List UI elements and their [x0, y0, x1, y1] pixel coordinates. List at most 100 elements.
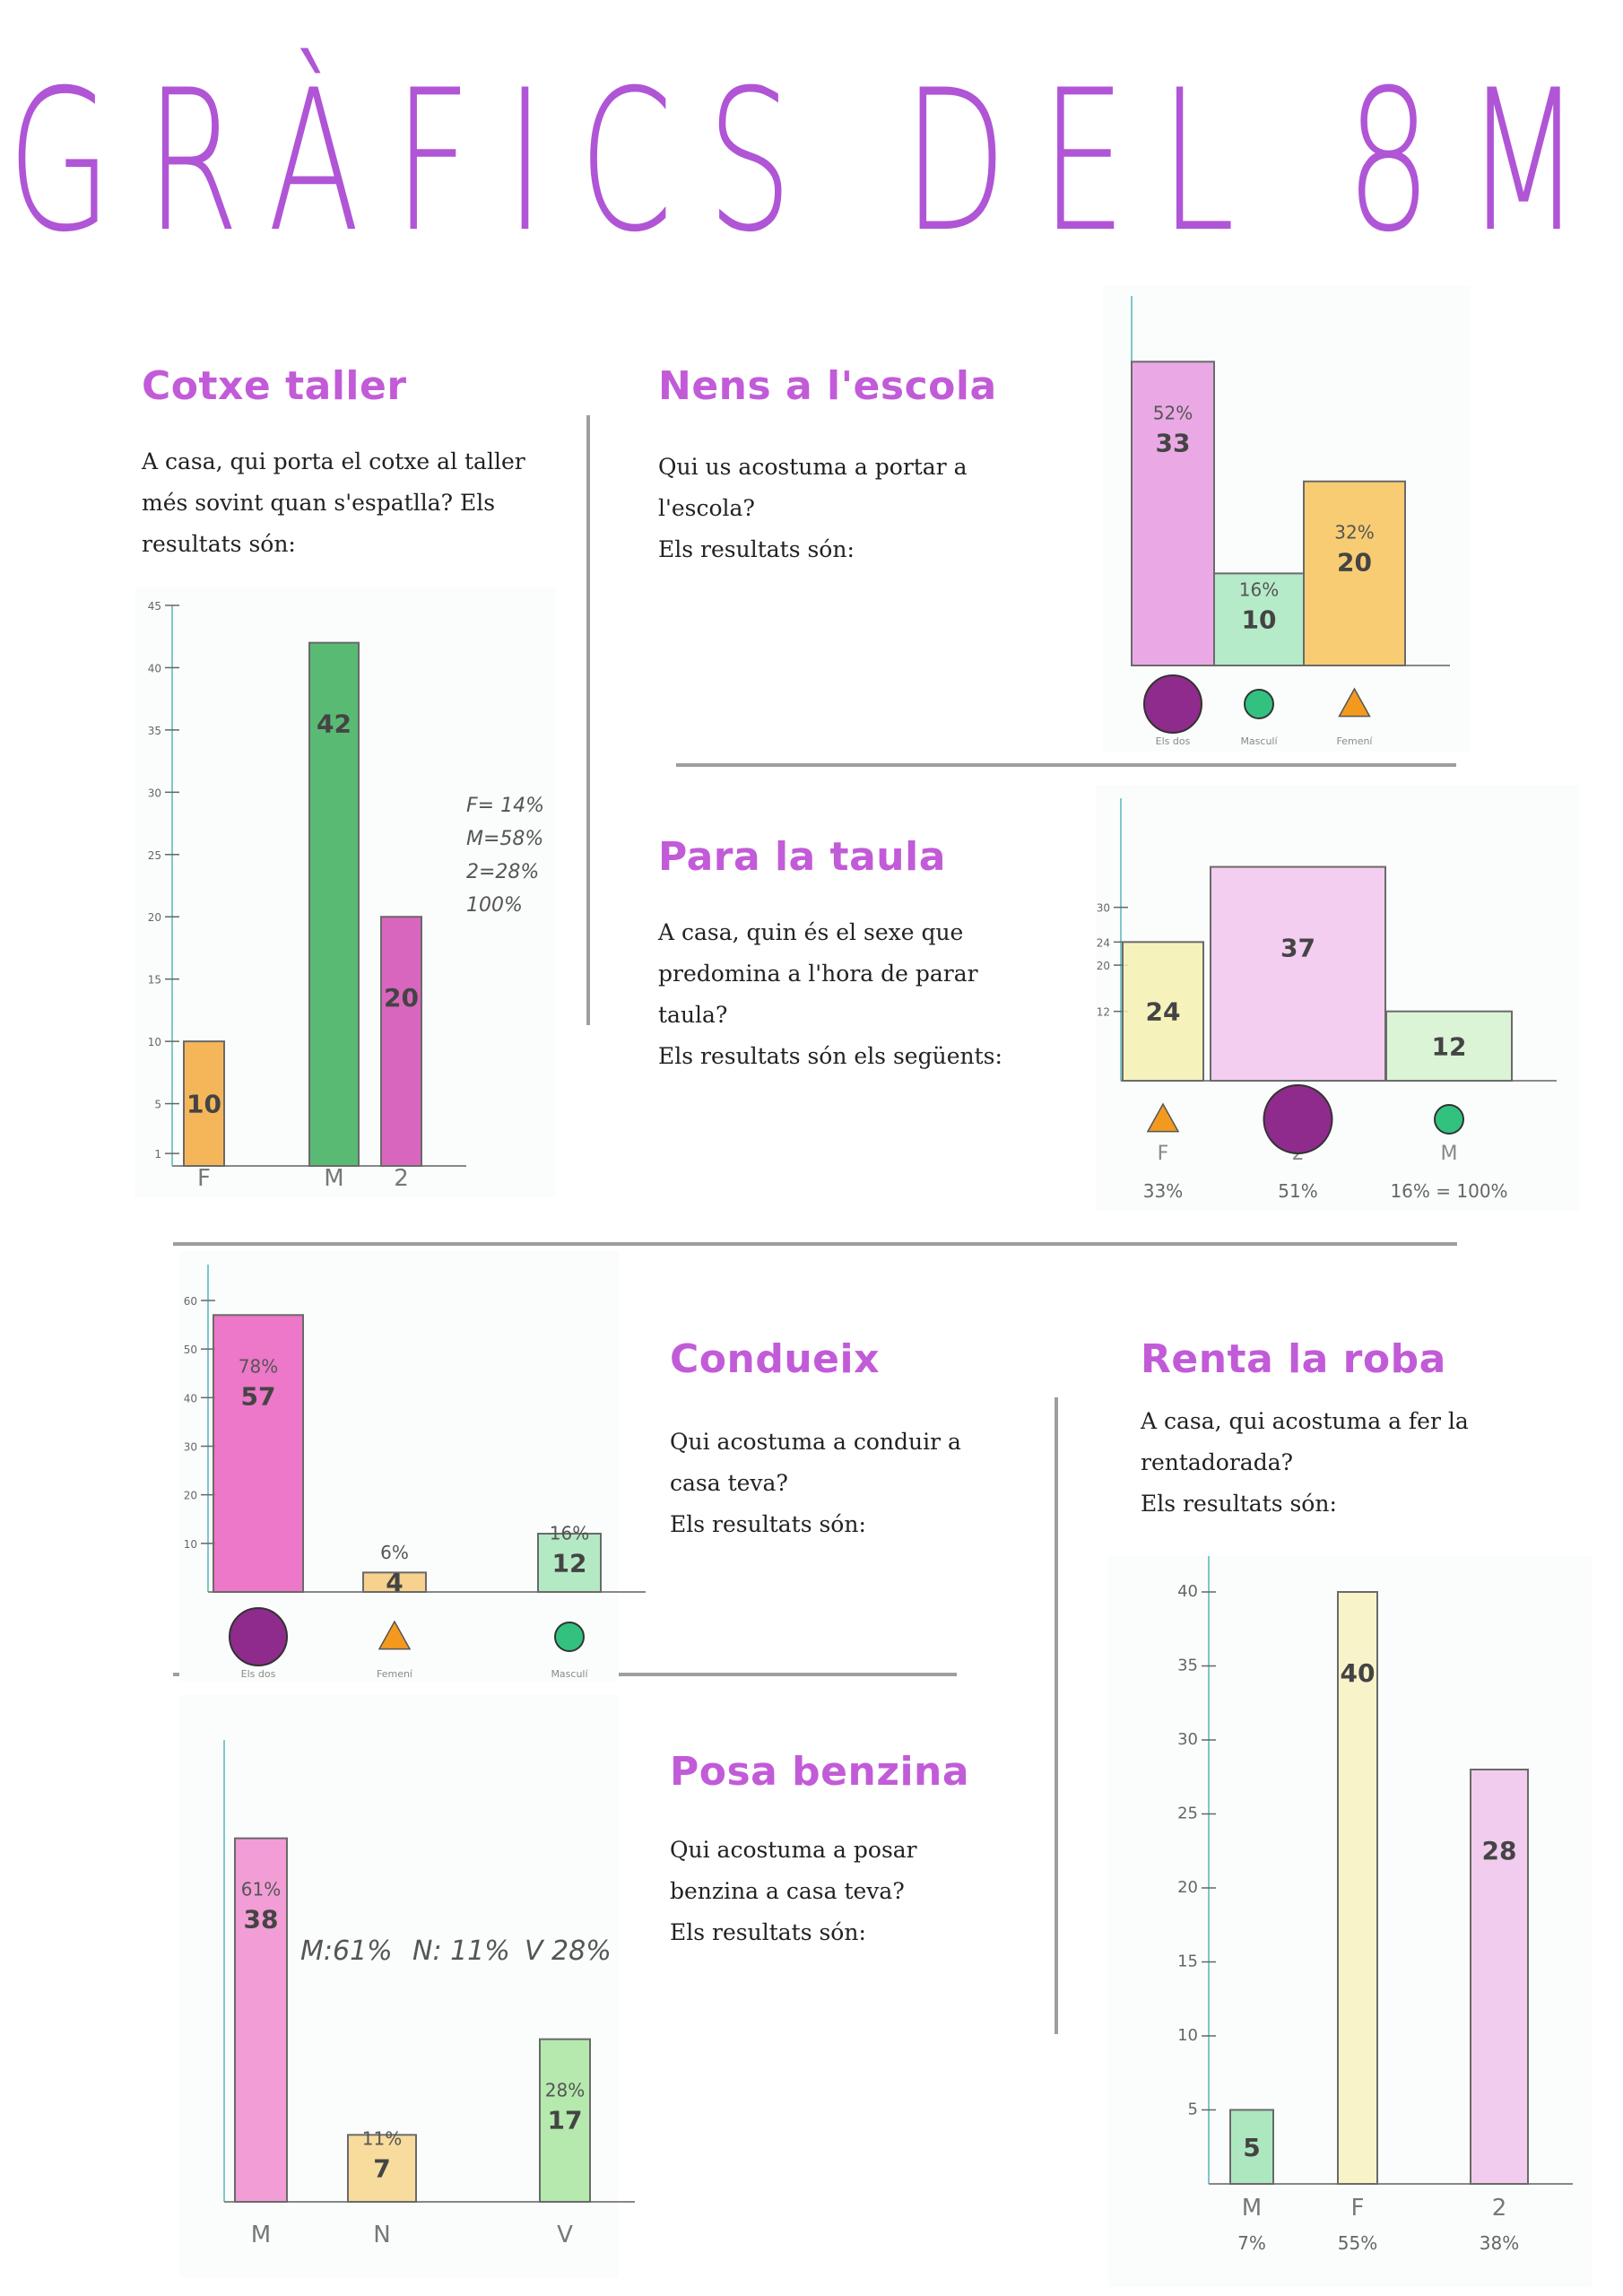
note-benzina: M:61%	[300, 1935, 393, 1967]
value-label-cotxe: 20	[384, 983, 419, 1013]
percent-label-taula: 33%	[1143, 1180, 1183, 1202]
bar-taula-2	[1385, 1010, 1513, 1082]
category-label-cotxe: M	[324, 1165, 343, 1192]
category-label-taula: F	[1158, 1143, 1169, 1165]
y-tick-label-cotxe: 5	[154, 1099, 161, 1111]
value-label-renta: 28	[1482, 1836, 1517, 1866]
section-text: Qui acostuma a posar benzina a casa teva…	[670, 1837, 917, 1945]
section-text: A casa, qui porta el cotxe al taller més…	[142, 448, 525, 557]
percent-label-benzina: 61%	[241, 1879, 281, 1900]
bar-renta-2	[1470, 1769, 1529, 2185]
y-tick-label-cotxe: 15	[148, 974, 161, 987]
value-label-cotxe: 42	[317, 709, 352, 739]
note-benzina: N: 11%	[412, 1935, 510, 1967]
category-label-benzina: N	[373, 2222, 390, 2248]
bar-renta-1	[1337, 1591, 1378, 2185]
y-tick-label-condueix: 30	[184, 1441, 197, 1454]
category-label-condueix: Masculí	[551, 1668, 588, 1680]
value-label-taula: 24	[1146, 997, 1181, 1027]
bar-taula-1	[1210, 865, 1386, 1082]
value-label-nens: 33	[1156, 428, 1191, 457]
bar-renta-0	[1229, 2109, 1274, 2185]
section-text: Qui us acostuma a portar a l'escola? Els…	[658, 454, 968, 562]
value-label-benzina: 7	[373, 2154, 390, 2184]
y-tick-label-renta: 25	[1177, 1805, 1198, 1823]
value-label-renta: 5	[1243, 2133, 1260, 2162]
section-title: Posa benzina	[670, 1749, 970, 1795]
marker-triangle-orange	[1146, 1102, 1180, 1133]
bar-cotxe-0	[183, 1040, 225, 1167]
percent-label-nens: 32%	[1334, 522, 1374, 544]
marker-circle-green	[554, 1622, 585, 1652]
divider-horizontal-top	[676, 763, 1456, 767]
y-tick-label-condueix: 50	[184, 1344, 197, 1356]
percent-label-taula: 51%	[1278, 1180, 1317, 1202]
percent-label-nens: 16%	[1239, 579, 1279, 601]
y-tick-label-cotxe: 30	[148, 787, 161, 799]
category-label-renta: 2	[1492, 2195, 1507, 2222]
section-title: Para la taula	[658, 834, 946, 880]
percent-label-benzina: 28%	[545, 2080, 585, 2101]
value-label-condueix: 12	[552, 1549, 587, 1578]
category-label-nens: Masculí	[1240, 735, 1278, 747]
category-label-benzina: M	[251, 2222, 271, 2248]
marker-circle-green	[1434, 1104, 1464, 1135]
y-tick-label-cotxe: 1	[154, 1148, 161, 1161]
note-benzina: V 28%	[525, 1935, 612, 1967]
y-tick-label-renta: 30	[1177, 1730, 1198, 1749]
y-tick-label-taula: 20	[1097, 960, 1110, 972]
value-label-taula: 37	[1280, 934, 1315, 963]
y-tick-label-renta: 35	[1177, 1657, 1198, 1675]
category-label-nens: Femení	[1336, 735, 1373, 747]
section-title: Cotxe taller	[142, 363, 407, 409]
percent-label-renta: 7%	[1237, 2232, 1266, 2254]
bar-taula-0	[1122, 941, 1204, 1083]
bar-nens-0	[1131, 361, 1215, 666]
marker-triangle-orange	[1338, 687, 1371, 718]
y-tick-label-cotxe: 25	[148, 849, 161, 862]
value-label-renta: 40	[1341, 1658, 1376, 1688]
value-label-taula: 12	[1432, 1031, 1467, 1061]
value-label-nens: 10	[1242, 605, 1277, 635]
y-tick-label-taula: 30	[1097, 902, 1110, 915]
value-label-cotxe: 10	[187, 1090, 221, 1119]
category-label-condueix: Els dos	[241, 1668, 276, 1680]
y-tick-label-taula: 12	[1097, 1006, 1110, 1019]
note-cotxe: F= 14%	[466, 795, 544, 817]
y-tick-label-renta: 5	[1188, 2100, 1198, 2119]
percent-label-benzina: 11%	[362, 2128, 402, 2150]
percent-label-renta: 55%	[1338, 2232, 1377, 2254]
marker-triangle-orange	[378, 1620, 412, 1650]
category-label-renta: F	[1351, 2195, 1365, 2222]
y-tick-label-condueix: 10	[184, 1538, 197, 1551]
value-label-benzina: 17	[548, 2106, 583, 2135]
section-title: Nens a l'escola	[658, 363, 997, 409]
bar-nens-2	[1303, 480, 1406, 666]
bar-benzina-2	[539, 2038, 591, 2204]
category-label-condueix: Femení	[377, 1668, 413, 1680]
bar-condueix-0	[213, 1314, 304, 1593]
percent-label-taula: 16% = 100%	[1390, 1180, 1507, 1202]
bar-condueix-1	[362, 1571, 427, 1594]
bar-cotxe-1	[308, 641, 360, 1167]
category-label-cotxe: 2	[394, 1165, 409, 1192]
percent-label-renta: 38%	[1480, 2232, 1519, 2254]
category-label-taula: M	[1441, 1143, 1458, 1165]
y-tick-label-cotxe: 45	[148, 600, 161, 613]
percent-label-condueix: 16%	[550, 1523, 589, 1544]
y-tick-label-condueix: 40	[184, 1392, 197, 1405]
marker-circle-purple	[1143, 674, 1202, 734]
value-label-nens: 20	[1337, 548, 1372, 578]
section-text: A casa, qui acostuma a fer la rentadorad…	[1141, 1408, 1469, 1517]
section-text: Qui acostuma a conduir a casa teva? Els …	[670, 1429, 961, 1537]
percent-label-condueix: 78%	[239, 1355, 278, 1377]
percent-label-nens: 52%	[1153, 402, 1193, 423]
y-tick-label-cotxe: 20	[148, 911, 161, 924]
section-text: A casa, quin és el sexe que predomina a …	[658, 919, 1002, 1069]
marker-circle-purple	[229, 1607, 288, 1666]
marker-circle-purple	[1263, 1084, 1333, 1154]
y-tick-label-taula: 24	[1097, 936, 1110, 949]
bar-benzina-1	[347, 2134, 417, 2203]
percent-label-condueix: 6%	[380, 1542, 409, 1563]
